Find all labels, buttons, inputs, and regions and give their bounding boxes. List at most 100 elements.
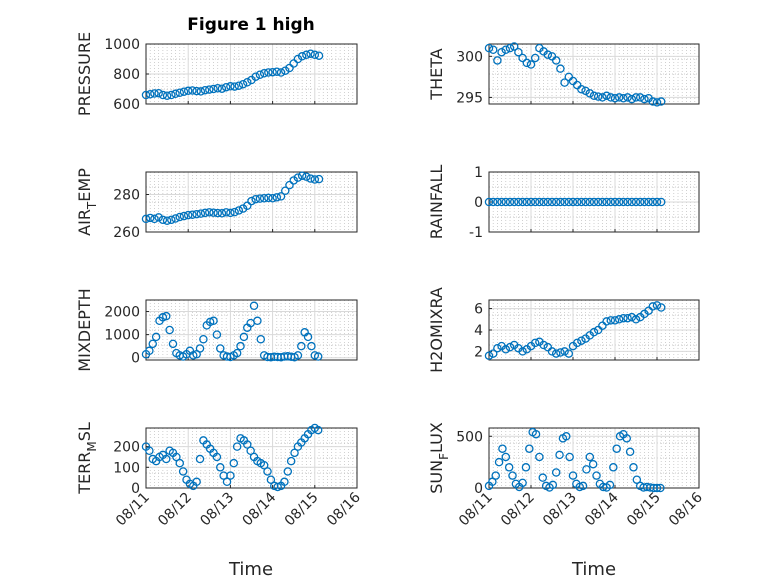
figure-title: Figure 1 high	[187, 15, 315, 35]
data-point	[497, 47, 506, 57]
data-point	[488, 349, 498, 358]
data-point	[525, 444, 534, 453]
data-point	[631, 93, 641, 102]
data-point	[232, 348, 242, 358]
data-point	[610, 93, 620, 103]
data-point	[259, 69, 269, 78]
data-point	[547, 347, 557, 356]
data-point	[167, 215, 176, 225]
data-point	[162, 216, 172, 225]
data-point	[623, 197, 632, 207]
data-point	[285, 180, 294, 190]
data-point	[234, 81, 244, 90]
data-point	[192, 86, 201, 96]
data-point	[614, 93, 624, 102]
data-point	[505, 342, 515, 352]
data-point	[175, 212, 185, 222]
data-point	[276, 68, 286, 77]
x-tick-label: 08/15	[282, 490, 322, 530]
data-point	[154, 213, 163, 222]
data-point	[253, 316, 262, 326]
data-point	[158, 215, 168, 225]
data-point	[627, 94, 637, 104]
data-point	[290, 448, 299, 458]
data-point	[589, 91, 599, 101]
data-point	[243, 201, 252, 210]
data-point	[263, 467, 272, 476]
data-point	[560, 347, 569, 356]
data-point	[226, 471, 235, 480]
data-point	[167, 90, 176, 100]
data-point	[556, 348, 565, 357]
data-point	[183, 210, 193, 220]
data-point	[656, 483, 665, 493]
data-point	[175, 88, 185, 98]
data-point	[255, 194, 265, 203]
data-point	[306, 49, 315, 59]
x-tick-label: 08/13	[197, 490, 237, 530]
data-point	[145, 90, 155, 99]
data-point	[289, 176, 298, 185]
data-point	[213, 84, 222, 93]
subplot-mixdepth: 0 1000 2000 MIXDEPTH	[75, 288, 358, 372]
axis-frame	[145, 299, 358, 361]
data-point	[145, 446, 154, 456]
data-point	[606, 197, 616, 207]
data-point	[629, 463, 638, 472]
data-point	[644, 306, 653, 315]
subplot-pressure: 600 800 1000 PRESSURE	[75, 32, 358, 116]
data-point	[656, 97, 666, 106]
data-point	[310, 175, 320, 184]
data-point	[619, 313, 628, 323]
data-point	[497, 197, 506, 207]
data-point	[556, 64, 565, 73]
data-point	[614, 197, 624, 207]
x-tick-label: 08/14	[240, 489, 280, 529]
data-point	[283, 467, 293, 476]
data-point	[303, 332, 313, 342]
data-point	[648, 302, 658, 311]
data-point	[234, 206, 244, 215]
data-point	[521, 463, 531, 472]
data-point	[501, 197, 511, 207]
data-point	[530, 338, 540, 348]
data-point	[518, 197, 527, 207]
data-point	[538, 473, 548, 482]
data-point	[585, 89, 595, 98]
data-point	[640, 197, 649, 207]
data-point	[230, 82, 239, 91]
data-point	[150, 214, 159, 224]
data-point	[216, 463, 225, 472]
x-tick-label: 08/12	[155, 490, 195, 530]
data-point	[631, 197, 641, 207]
data-point	[281, 186, 290, 195]
data-point	[622, 434, 632, 443]
data-point	[200, 85, 210, 95]
data-point	[514, 47, 523, 57]
data-point	[531, 429, 541, 439]
data-point	[272, 193, 282, 202]
data-point	[192, 209, 201, 219]
data-point	[494, 457, 504, 467]
data-point	[555, 450, 564, 460]
data-point	[272, 67, 282, 77]
data-point	[522, 58, 532, 68]
data-point	[192, 477, 201, 487]
data-point	[310, 50, 320, 60]
data-point	[514, 197, 523, 207]
data-point	[212, 330, 222, 339]
y-tick-label: 2000	[104, 305, 140, 321]
data-point	[602, 317, 611, 326]
data-point	[501, 345, 511, 354]
data-point	[243, 440, 252, 449]
data-point	[585, 452, 595, 462]
data-point	[543, 197, 553, 207]
data-point	[539, 197, 548, 207]
data-point	[205, 208, 214, 217]
data-point	[508, 471, 517, 480]
data-point	[259, 460, 269, 470]
data-point	[209, 208, 218, 217]
data-point	[548, 480, 558, 490]
data-point	[627, 312, 637, 322]
